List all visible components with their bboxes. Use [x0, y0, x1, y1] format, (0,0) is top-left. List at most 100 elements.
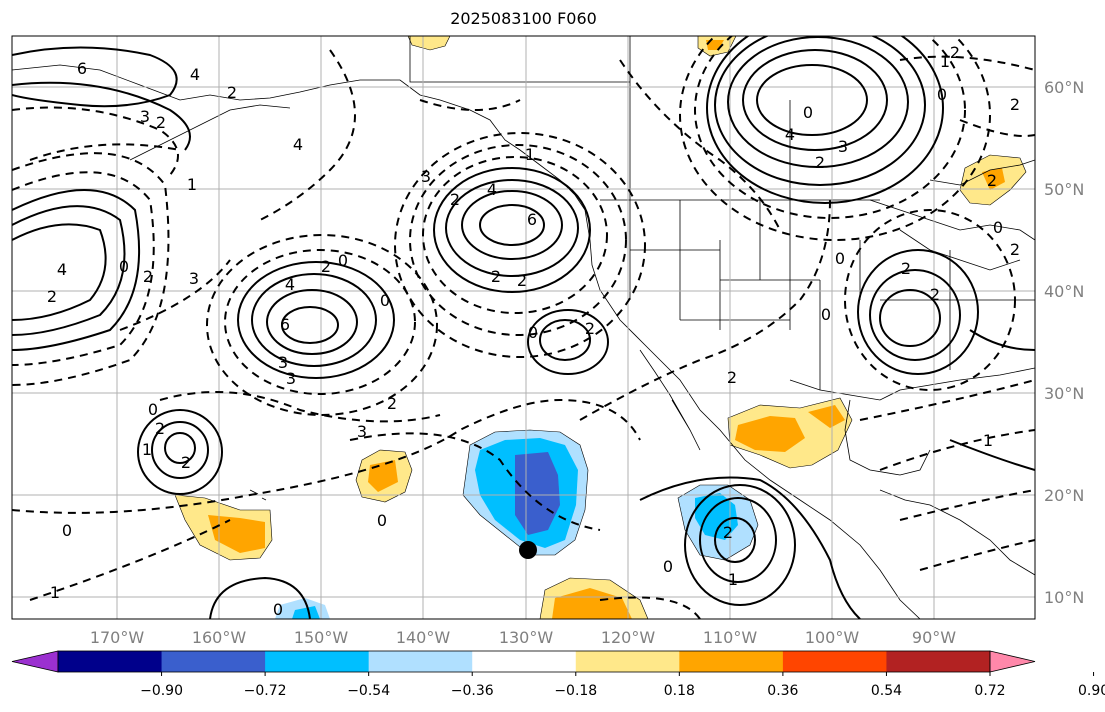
colorbar-segment: [472, 651, 577, 672]
contour-label: 1: [983, 431, 993, 450]
latitude-axis: 60°N 50°N 40°N 30°N 20°N 10°N: [1044, 78, 1084, 607]
contour-label: 0: [380, 291, 390, 310]
lon-tick: 160°W: [192, 628, 247, 647]
contour-label: 3: [189, 269, 199, 288]
contour-label: 3: [286, 369, 296, 388]
contour-label: 1: [50, 583, 60, 602]
contour-label: 3: [838, 137, 848, 156]
contour-system-ne: [679, 36, 991, 241]
colorbar-tick-label: −0.72: [244, 683, 287, 699]
contour-label: 0: [119, 257, 129, 276]
colorbar-extend-low: [11, 650, 59, 673]
lon-tick: 90°W: [912, 628, 956, 647]
contour-label: 6: [280, 315, 290, 334]
contour-label: 2: [387, 394, 397, 413]
contour-label: 2: [321, 257, 331, 276]
contour-label: 2: [156, 113, 166, 132]
contour-label: 0: [803, 103, 813, 122]
contour-label: 3: [140, 107, 150, 126]
contour-label: 0: [835, 249, 845, 268]
colorbar-extend-high: [989, 650, 1036, 673]
coastline-layer: [12, 36, 1035, 619]
contour-label: 3: [421, 167, 431, 186]
contour-system-126w: [527, 309, 609, 375]
contour-label: 0: [273, 600, 283, 619]
colorbar-segment: [58, 651, 163, 672]
contour-system-se: [684, 484, 796, 606]
contour-label: 2: [155, 419, 165, 438]
contour-label: 4: [785, 125, 795, 144]
contour-label: 2: [47, 287, 57, 306]
colorbar-tick-label: 0.36: [767, 683, 798, 699]
lon-tick: 100°W: [805, 628, 860, 647]
contour-label: 2: [1010, 240, 1020, 259]
contour-label: 2: [987, 171, 997, 190]
contour-label: 2: [950, 43, 960, 62]
contour-label: 2: [143, 267, 153, 286]
contour-system-130w: [394, 132, 646, 358]
colorbar-tick-label: 0.54: [871, 683, 902, 699]
colorbar-tick-label: −0.90: [140, 683, 183, 699]
contour-label: 2: [517, 271, 527, 290]
colorbar-tick-label: −0.36: [451, 683, 494, 699]
colorbar-segment: [679, 651, 784, 672]
contour-label: 1: [142, 440, 152, 459]
contour-label: 2: [450, 190, 460, 209]
contour-label: 0: [663, 557, 673, 576]
contour-label: 4: [190, 65, 200, 84]
lon-tick: 120°W: [601, 628, 656, 647]
contour-label: 0: [338, 251, 348, 270]
lat-tick: 10°N: [1044, 588, 1084, 607]
contour-system-sw: [137, 409, 223, 495]
storm-center-marker: [519, 541, 537, 559]
contour-label: 6: [527, 210, 537, 229]
contour-label: 1: [940, 52, 950, 71]
contour-label: 1: [728, 570, 738, 589]
contour-label: 0: [377, 511, 387, 530]
contour-label: 0: [62, 521, 72, 540]
lon-tick: 170°W: [90, 628, 145, 647]
colorbar-segment: [782, 651, 887, 672]
contour-system-nw: [12, 46, 191, 176]
lat-tick: 20°N: [1044, 486, 1084, 505]
contour-layer: [12, 36, 1035, 619]
contour-label: 2: [930, 285, 940, 304]
lat-tick: 50°N: [1044, 180, 1084, 199]
lon-tick: 130°W: [499, 628, 554, 647]
contour-label: 0: [937, 85, 947, 104]
colorbar-tick-label: −0.18: [554, 683, 597, 699]
contour-label: 4: [285, 275, 295, 294]
contour-label: 2: [815, 153, 825, 172]
contour-label: 2: [227, 83, 237, 102]
contour-label: 2: [585, 319, 595, 338]
colorbar-tick-label: 0.90: [1078, 683, 1105, 699]
contour-system-92w: [844, 209, 1016, 391]
map-title: 2025083100 F060: [450, 9, 597, 28]
lon-tick: 150°W: [294, 628, 349, 647]
contour-label: 0: [528, 323, 538, 342]
contour-label: 3: [278, 353, 288, 372]
contour-label: 1: [187, 175, 197, 194]
lon-tick: 140°W: [396, 628, 451, 647]
contour-system-west: [12, 152, 170, 386]
colorbar-segment: [265, 651, 370, 672]
colorbar-segment: [886, 651, 991, 672]
lon-tick: 110°W: [703, 628, 758, 647]
contour-label: 0: [821, 305, 831, 324]
contour-system-150w: [206, 234, 438, 416]
contour-label: 2: [1010, 95, 1020, 114]
contour-label: 2: [181, 453, 191, 472]
contour-label-layer: 6 4 2 3 4 2 1 0 4 3 3 2 0 2 4 6 3 3 2 3 …: [47, 43, 1020, 619]
contour-label: 3: [357, 422, 367, 441]
contour-label: 4: [57, 260, 67, 279]
contour-label: 1: [525, 145, 535, 164]
colorbar-tick-label: 0.18: [664, 683, 695, 699]
colorbar: −0.90 −0.72 −0.54 −0.36 −0.18 0.18 0.36 0.54 0.7…: [11, 650, 1105, 699]
lat-tick: 30°N: [1044, 384, 1084, 403]
contour-label: 2: [901, 259, 911, 278]
contour-label: 2: [727, 368, 737, 387]
colorbar-tick-label: 0.72: [974, 683, 1005, 699]
colorbar-tick-label: −0.54: [347, 683, 390, 699]
contour-label: 4: [293, 135, 303, 154]
